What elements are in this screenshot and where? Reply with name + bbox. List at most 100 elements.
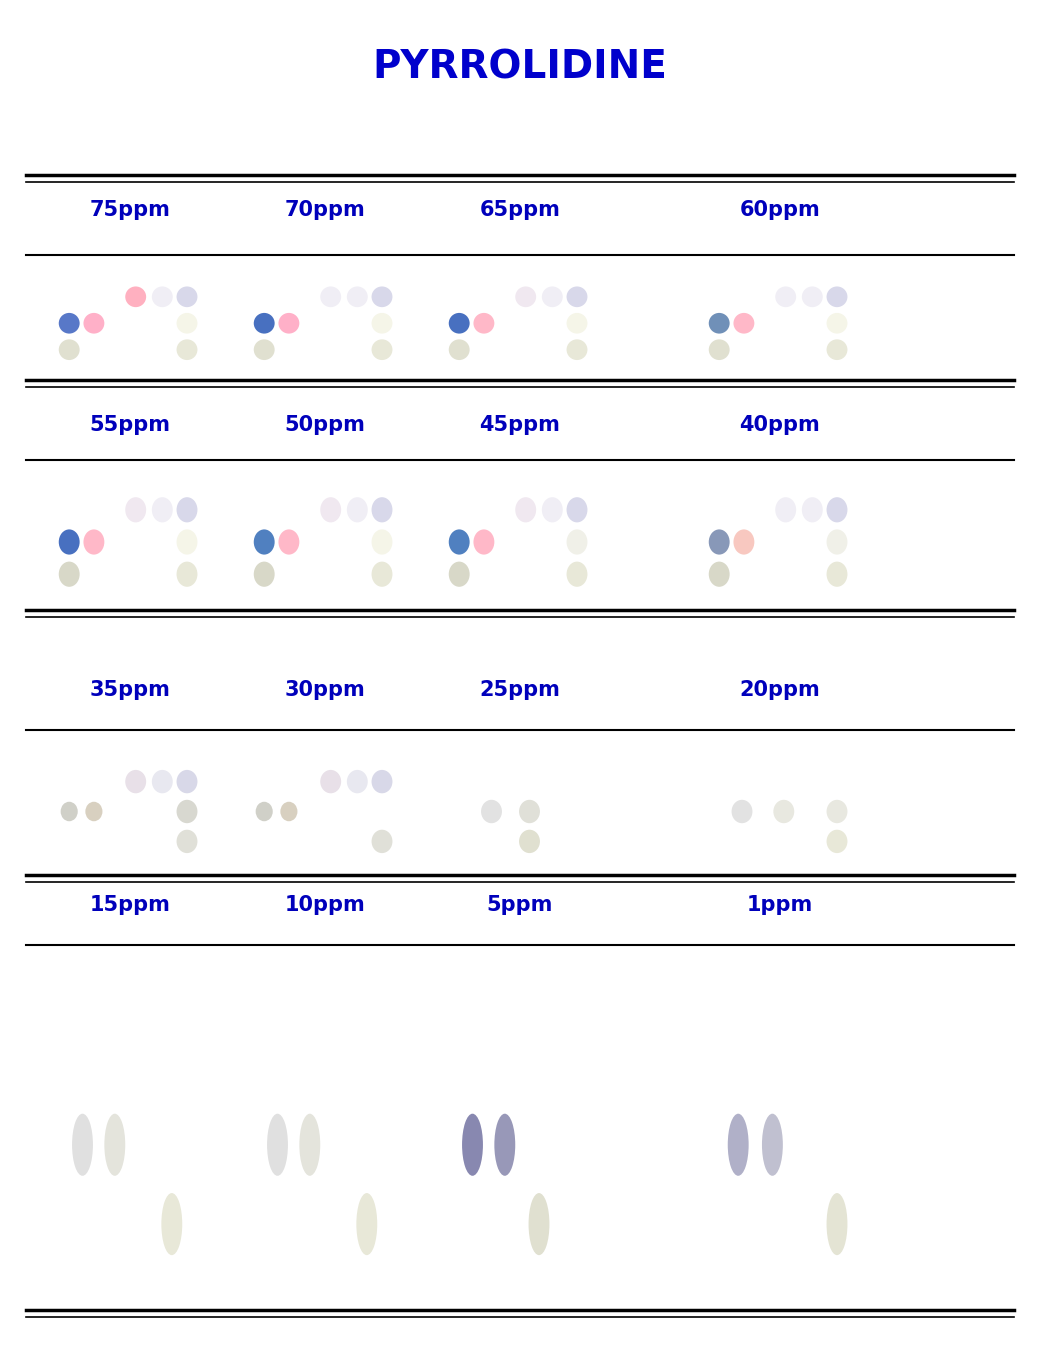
Ellipse shape bbox=[125, 770, 147, 793]
Ellipse shape bbox=[347, 287, 368, 307]
Text: 30ppm: 30ppm bbox=[285, 680, 365, 700]
Ellipse shape bbox=[177, 770, 198, 793]
Ellipse shape bbox=[827, 497, 848, 523]
Ellipse shape bbox=[125, 287, 147, 307]
Ellipse shape bbox=[728, 1114, 749, 1175]
Ellipse shape bbox=[281, 802, 297, 822]
Ellipse shape bbox=[567, 529, 588, 555]
Ellipse shape bbox=[177, 529, 198, 555]
Ellipse shape bbox=[161, 1193, 182, 1255]
Ellipse shape bbox=[774, 800, 795, 823]
Ellipse shape bbox=[731, 800, 753, 823]
Ellipse shape bbox=[448, 313, 470, 333]
Ellipse shape bbox=[371, 287, 392, 307]
Text: 75ppm: 75ppm bbox=[89, 200, 171, 219]
Text: 60ppm: 60ppm bbox=[739, 200, 821, 219]
Ellipse shape bbox=[802, 287, 823, 307]
Text: 70ppm: 70ppm bbox=[285, 200, 365, 219]
Ellipse shape bbox=[775, 287, 797, 307]
Ellipse shape bbox=[347, 770, 368, 793]
Ellipse shape bbox=[177, 830, 198, 853]
Ellipse shape bbox=[279, 529, 300, 555]
Ellipse shape bbox=[177, 287, 198, 307]
Ellipse shape bbox=[58, 340, 80, 360]
Ellipse shape bbox=[300, 1114, 320, 1175]
Ellipse shape bbox=[733, 529, 754, 555]
Ellipse shape bbox=[177, 313, 198, 333]
Ellipse shape bbox=[519, 830, 540, 853]
Text: 50ppm: 50ppm bbox=[285, 414, 365, 435]
Ellipse shape bbox=[83, 313, 104, 333]
Ellipse shape bbox=[104, 1114, 125, 1175]
Ellipse shape bbox=[448, 562, 470, 586]
Ellipse shape bbox=[58, 313, 80, 333]
Text: PYRROLIDINE: PYRROLIDINE bbox=[372, 49, 668, 87]
Ellipse shape bbox=[473, 313, 494, 333]
Ellipse shape bbox=[320, 287, 341, 307]
Ellipse shape bbox=[371, 529, 392, 555]
Ellipse shape bbox=[448, 529, 470, 555]
Ellipse shape bbox=[567, 562, 588, 586]
Ellipse shape bbox=[528, 1193, 549, 1255]
Ellipse shape bbox=[567, 497, 588, 523]
Ellipse shape bbox=[482, 800, 502, 823]
Ellipse shape bbox=[371, 497, 392, 523]
Ellipse shape bbox=[256, 802, 272, 822]
Ellipse shape bbox=[254, 340, 275, 360]
Ellipse shape bbox=[448, 340, 470, 360]
Ellipse shape bbox=[267, 1114, 288, 1175]
Ellipse shape bbox=[152, 287, 173, 307]
Ellipse shape bbox=[708, 562, 730, 586]
Ellipse shape bbox=[177, 497, 198, 523]
Ellipse shape bbox=[708, 529, 730, 555]
Ellipse shape bbox=[371, 830, 392, 853]
Ellipse shape bbox=[152, 770, 173, 793]
Ellipse shape bbox=[371, 770, 392, 793]
Ellipse shape bbox=[177, 340, 198, 360]
Ellipse shape bbox=[567, 313, 588, 333]
Ellipse shape bbox=[254, 313, 275, 333]
Ellipse shape bbox=[827, 313, 848, 333]
Text: 40ppm: 40ppm bbox=[739, 414, 821, 435]
Ellipse shape bbox=[519, 800, 540, 823]
Ellipse shape bbox=[357, 1193, 378, 1255]
Text: 35ppm: 35ppm bbox=[89, 680, 171, 700]
Ellipse shape bbox=[72, 1114, 93, 1175]
Text: 10ppm: 10ppm bbox=[285, 895, 365, 915]
Ellipse shape bbox=[177, 562, 198, 586]
Text: 20ppm: 20ppm bbox=[739, 680, 821, 700]
Ellipse shape bbox=[462, 1114, 483, 1175]
Ellipse shape bbox=[708, 340, 730, 360]
Ellipse shape bbox=[515, 287, 537, 307]
Ellipse shape bbox=[60, 802, 78, 822]
Ellipse shape bbox=[542, 287, 563, 307]
Ellipse shape bbox=[827, 830, 848, 853]
Text: 1ppm: 1ppm bbox=[747, 895, 813, 915]
Ellipse shape bbox=[827, 562, 848, 586]
Ellipse shape bbox=[58, 529, 80, 555]
Ellipse shape bbox=[371, 313, 392, 333]
Ellipse shape bbox=[827, 340, 848, 360]
Ellipse shape bbox=[515, 497, 537, 523]
Ellipse shape bbox=[177, 800, 198, 823]
Ellipse shape bbox=[775, 497, 797, 523]
Ellipse shape bbox=[733, 313, 754, 333]
Ellipse shape bbox=[542, 497, 563, 523]
Ellipse shape bbox=[708, 313, 730, 333]
Ellipse shape bbox=[371, 562, 392, 586]
Ellipse shape bbox=[827, 800, 848, 823]
Ellipse shape bbox=[83, 529, 104, 555]
Ellipse shape bbox=[762, 1114, 783, 1175]
Text: 45ppm: 45ppm bbox=[479, 414, 561, 435]
Ellipse shape bbox=[827, 287, 848, 307]
Text: 55ppm: 55ppm bbox=[89, 414, 171, 435]
Ellipse shape bbox=[85, 802, 103, 822]
Ellipse shape bbox=[320, 497, 341, 523]
Ellipse shape bbox=[279, 313, 300, 333]
Ellipse shape bbox=[567, 340, 588, 360]
Ellipse shape bbox=[254, 562, 275, 586]
Text: 25ppm: 25ppm bbox=[479, 680, 561, 700]
Text: 65ppm: 65ppm bbox=[479, 200, 561, 219]
Ellipse shape bbox=[58, 562, 80, 586]
Ellipse shape bbox=[802, 497, 823, 523]
